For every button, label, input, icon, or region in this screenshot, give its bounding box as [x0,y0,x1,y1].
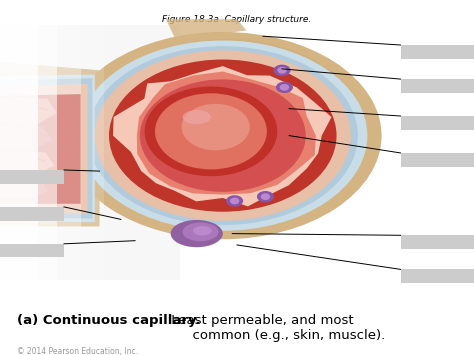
FancyBboxPatch shape [0,170,64,184]
Polygon shape [0,25,180,280]
Ellipse shape [226,195,243,207]
Ellipse shape [95,39,360,209]
Polygon shape [0,94,81,204]
Ellipse shape [277,67,287,74]
Polygon shape [0,11,38,295]
Polygon shape [0,11,104,295]
Ellipse shape [280,84,289,91]
Polygon shape [0,75,95,222]
Ellipse shape [64,32,382,239]
Polygon shape [0,11,57,295]
Ellipse shape [273,65,291,76]
FancyBboxPatch shape [401,235,474,249]
Ellipse shape [109,60,337,212]
FancyBboxPatch shape [0,244,64,257]
Text: (a) Continuous capillary.: (a) Continuous capillary. [17,314,200,327]
Polygon shape [0,151,55,175]
Polygon shape [137,72,316,195]
FancyBboxPatch shape [401,153,474,166]
Polygon shape [0,126,52,150]
Ellipse shape [230,197,239,204]
Ellipse shape [171,220,223,247]
Text: Least permeable, and most
      common (e.g., skin, muscle).: Least permeable, and most common (e.g., … [167,314,385,342]
Polygon shape [0,11,81,295]
Text: © 2014 Pearson Education, Inc.: © 2014 Pearson Education, Inc. [17,347,137,355]
Polygon shape [0,102,33,198]
Ellipse shape [140,80,306,192]
Ellipse shape [95,50,351,221]
Ellipse shape [78,40,367,231]
Ellipse shape [145,87,277,176]
FancyBboxPatch shape [0,207,64,220]
Ellipse shape [182,223,219,241]
Text: Figure 18.3a  Capillary structure.: Figure 18.3a Capillary structure. [163,15,311,24]
Ellipse shape [257,191,274,202]
FancyBboxPatch shape [401,79,474,93]
Polygon shape [0,177,47,200]
Polygon shape [113,66,331,206]
Ellipse shape [276,82,293,93]
FancyBboxPatch shape [401,269,474,283]
Ellipse shape [182,104,250,151]
Ellipse shape [182,110,211,124]
Polygon shape [166,19,246,39]
FancyBboxPatch shape [401,116,474,130]
Polygon shape [0,84,88,214]
Ellipse shape [155,93,267,169]
Ellipse shape [261,193,270,200]
Polygon shape [0,78,92,219]
Ellipse shape [193,226,212,236]
Polygon shape [0,62,100,226]
Ellipse shape [88,46,358,225]
Polygon shape [0,97,57,124]
FancyBboxPatch shape [401,45,474,59]
